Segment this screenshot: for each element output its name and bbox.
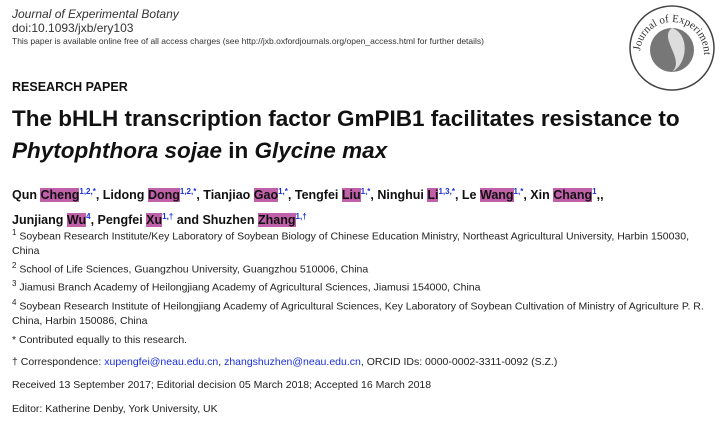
author: Shuzhen Zhang1,† <box>202 212 307 228</box>
access-note: This paper is available online free of a… <box>12 36 484 46</box>
journal-logo: Journal of Experimental Botany <box>628 4 715 91</box>
author: Xin Chang1 <box>530 187 597 203</box>
dates: Received 13 September 2017; Editorial de… <box>12 379 432 391</box>
affiliations: 1 Soybean Research Institute/Key Laborat… <box>12 226 717 329</box>
author: Qun Cheng1,2,* <box>12 187 96 203</box>
affiliation: 4 Soybean Research Institute of Heilongj… <box>12 297 704 327</box>
author: Le Wang1,* <box>461 187 524 203</box>
author: Tengfei Liu1,* <box>294 187 371 203</box>
affiliation: 3 Jiamusi Branch Academy of Heilongjiang… <box>12 279 481 294</box>
doi: doi:10.1093/jxb/ery103 <box>12 21 134 35</box>
author-list: Qun Cheng1,2,*, Lidong Dong1,2,*, Tianji… <box>12 187 604 228</box>
email-link[interactable]: xupengfei@neau.edu.cn <box>104 356 219 368</box>
author: Pengfei Xu1,† <box>97 212 174 228</box>
article-title: The bHLH transcription factor GmPIB1 fac… <box>12 106 680 163</box>
author: Lidong Dong1,2,* <box>102 187 197 203</box>
affiliation: 2 School of Life Sciences, Guangzhou Uni… <box>12 261 369 276</box>
author: Junjiang Wu4 <box>12 212 91 228</box>
correspondence: † Correspondence: xupengfei@neau.edu.cn,… <box>12 356 558 368</box>
email-link[interactable]: zhangshuzhen@neau.edu.cn <box>224 356 361 368</box>
contributed-note: * Contributed equally to this research. <box>12 334 188 346</box>
journal-name: Journal of Experimental Botany <box>12 7 179 21</box>
author: Tianjiao Gao1,* <box>203 187 288 203</box>
author: Ninghui Li1,3,* <box>377 187 455 203</box>
editor: Editor: Katherine Denby, York University… <box>12 403 218 415</box>
affiliation: 1 Soybean Research Institute/Key Laborat… <box>12 228 690 258</box>
article-type: RESEARCH PAPER <box>12 80 128 94</box>
